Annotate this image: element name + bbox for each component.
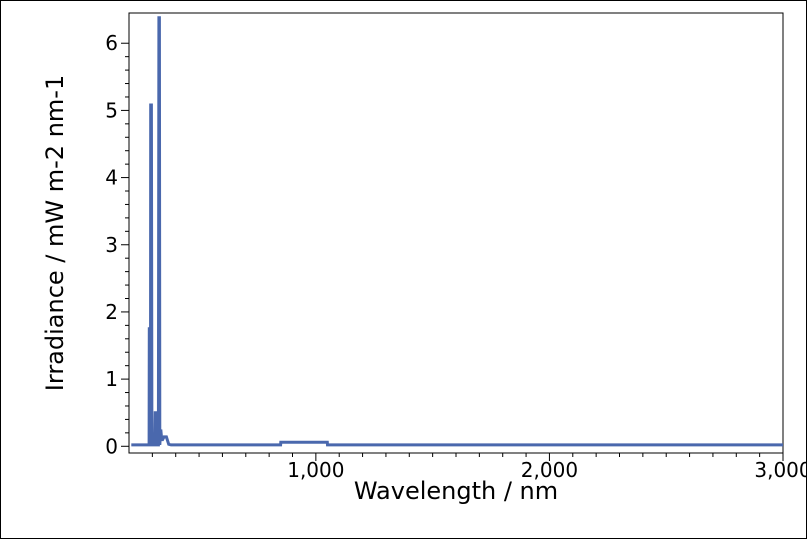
plot-area: 0 1 2 3 4 5 6 1,000 2,000 3,000	[105, 12, 806, 482]
plot-border	[128, 12, 784, 454]
y-tick-label: 4	[105, 166, 118, 190]
y-tick-label: 5	[105, 98, 118, 122]
x-tick-label: 1,000	[287, 458, 344, 482]
y-tick-label: 0	[105, 434, 118, 458]
y-axis-ticks: 0 1 2 3 4 5 6	[105, 31, 129, 458]
x-tick-label: 3,000	[754, 458, 806, 482]
y-tick-label: 3	[105, 233, 118, 257]
x-axis-title: Wavelength / nm	[354, 477, 558, 505]
x-tick-label: 2,000	[521, 458, 578, 482]
y-axis-title: Irradiance / mW m-2 nm-1	[41, 75, 69, 391]
y-tick-label: 2	[105, 300, 118, 324]
irradiance-series-line	[131, 16, 783, 447]
series-lines	[131, 16, 783, 447]
y-tick-label: 6	[105, 31, 118, 55]
y-tick-label: 1	[105, 367, 118, 391]
x-axis-ticks: 1,000 2,000 3,000	[151, 453, 806, 482]
